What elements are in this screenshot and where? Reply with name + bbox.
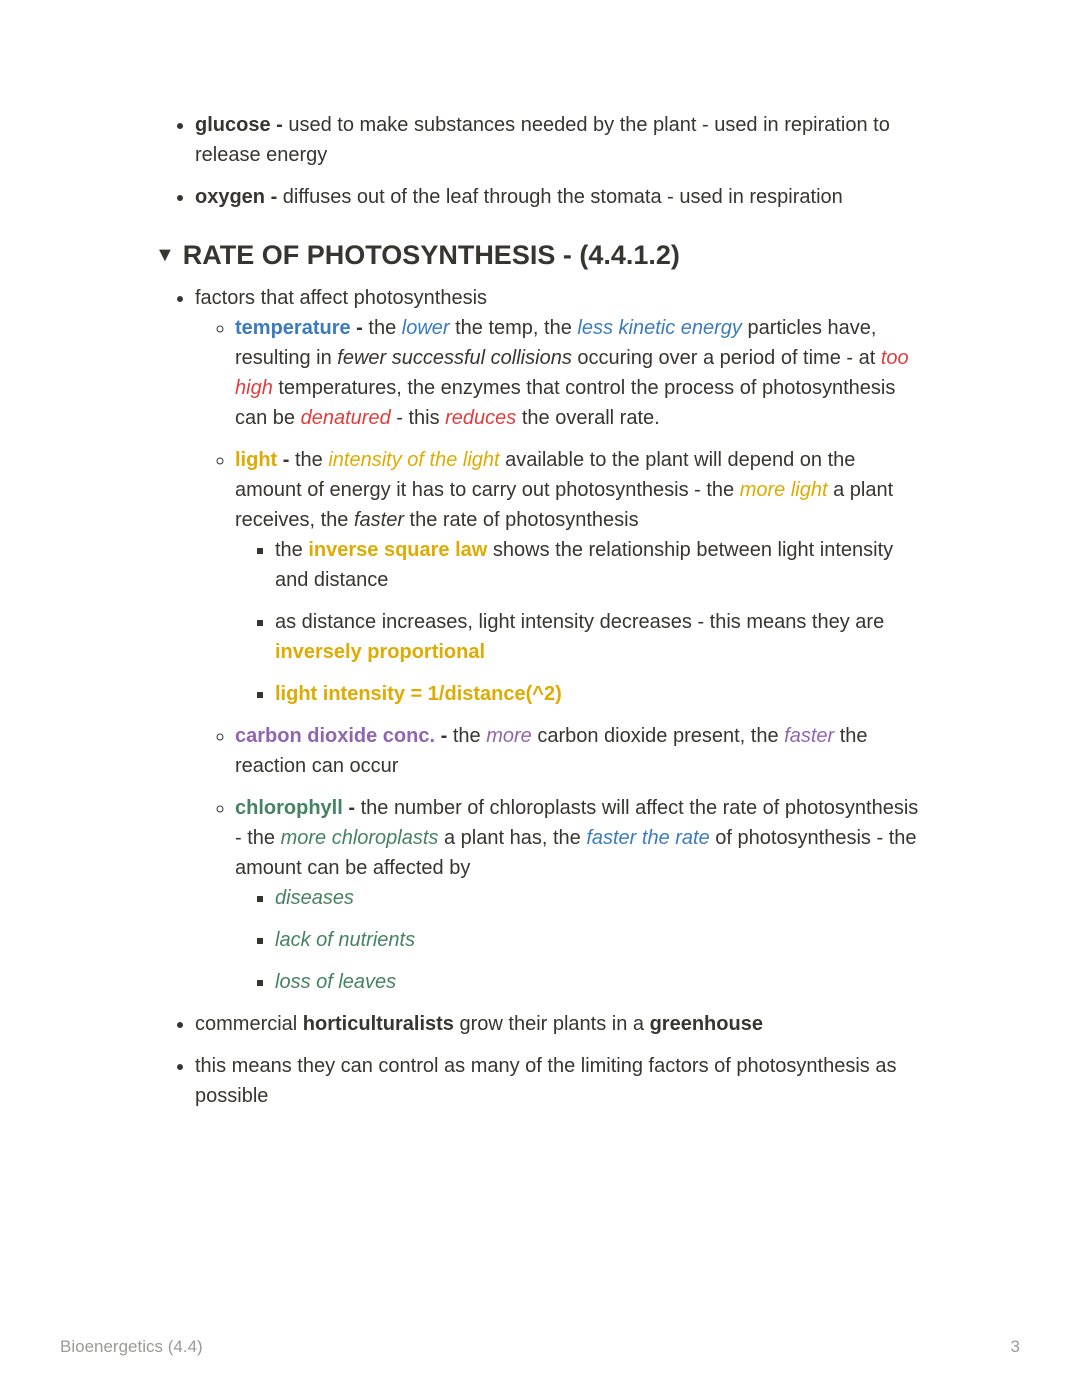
body-text: the rate of photosynthesis <box>404 509 639 531</box>
page-footer: Bioenergetics (4.4) 3 <box>60 1337 1020 1357</box>
emph: lack of nutrients <box>275 929 415 951</box>
dash: - <box>343 797 361 819</box>
emph: intensity of the light <box>328 449 499 471</box>
emph: faster <box>354 509 404 531</box>
emph: inversely proportional <box>275 641 485 663</box>
list-item-horticulturalists: commercial horticulturalists grow their … <box>195 1009 925 1039</box>
body-text: a plant has, the <box>438 827 586 849</box>
body-text: the temp, the <box>450 317 578 339</box>
body-text: the <box>368 317 401 339</box>
list-item: loss of leaves <box>275 967 925 997</box>
list-item: oxygen - diffuses out of the leaf throug… <box>195 182 925 212</box>
emph: denatured <box>301 407 391 429</box>
emph: faster the rate <box>586 827 709 849</box>
body-text: the overall rate. <box>516 407 659 429</box>
emph: lower <box>402 317 450 339</box>
intro-list: glucose - used to make substances needed… <box>155 110 925 212</box>
body-text: factors that affect photosynthesis <box>195 287 487 309</box>
list-item: diseases <box>275 883 925 913</box>
emph: more chloroplasts <box>281 827 439 849</box>
factor-label: carbon dioxide conc. <box>235 725 435 747</box>
emph: faster <box>784 725 834 747</box>
emph: fewer successful collisions <box>337 347 572 369</box>
list-item-co2: carbon dioxide conc. - the more carbon d… <box>235 721 925 781</box>
body-text: the <box>295 449 328 471</box>
factor-label: temperature <box>235 317 351 339</box>
list-item: as distance increases, light intensity d… <box>275 607 925 667</box>
term: glucose - <box>195 114 288 136</box>
body-text: this means they can control as many of t… <box>195 1055 896 1107</box>
factor-label: chlorophyll <box>235 797 343 819</box>
list-item: lack of nutrients <box>275 925 925 955</box>
term: oxygen - <box>195 186 283 208</box>
dash: - <box>435 725 453 747</box>
body-text: the <box>275 539 308 561</box>
emph: reduces <box>445 407 516 429</box>
page-number: 3 <box>1011 1337 1020 1357</box>
list-item: glucose - used to make substances needed… <box>195 110 925 170</box>
emph: more light <box>740 479 828 501</box>
light-sublist: the inverse square law shows the relatio… <box>235 535 925 709</box>
chlorophyll-sublist: diseases lack of nutrients loss of leave… <box>235 883 925 997</box>
emph: more <box>486 725 532 747</box>
emph: loss of leaves <box>275 971 396 993</box>
list-item-temperature: temperature - the lower the temp, the le… <box>235 313 925 433</box>
body-text: occuring over a period of time - at <box>572 347 881 369</box>
emph: greenhouse <box>650 1013 763 1035</box>
body-text: grow their plants in a <box>454 1013 650 1035</box>
list-item: factors that affect photosynthesis tempe… <box>195 283 925 997</box>
dash: - <box>277 449 295 471</box>
dash: - <box>351 317 369 339</box>
list-item-light: light - the intensity of the light avail… <box>235 445 925 709</box>
list-item: the inverse square law shows the relatio… <box>275 535 925 595</box>
factor-label: light <box>235 449 277 471</box>
body-text: diffuses out of the leaf through the sto… <box>283 186 843 208</box>
emph: inverse square law <box>308 539 487 561</box>
page-content: glucose - used to make substances needed… <box>0 0 1080 1111</box>
body-text: commercial <box>195 1013 303 1035</box>
body-text: as distance increases, light intensity d… <box>275 611 884 633</box>
emph: less kinetic energy <box>577 317 742 339</box>
body-text: used to make substances needed by the pl… <box>195 114 890 166</box>
footer-title: Bioenergetics (4.4) <box>60 1337 203 1357</box>
emph: diseases <box>275 887 354 909</box>
list-item-chlorophyll: chlorophyll - the number of chloroplasts… <box>235 793 925 997</box>
body-text: the <box>453 725 486 747</box>
formula: light intensity = 1/distance(^2) <box>275 683 562 705</box>
list-item: light intensity = 1/distance(^2) <box>275 679 925 709</box>
section-heading: RATE OF PHOTOSYNTHESIS - (4.4.1.2) <box>183 240 680 271</box>
factors-sublist: temperature - the lower the temp, the le… <box>195 313 925 997</box>
chevron-down-icon[interactable]: ▼ <box>155 244 175 267</box>
list-item-limiting: this means they can control as many of t… <box>195 1051 925 1111</box>
section-heading-row[interactable]: ▼ RATE OF PHOTOSYNTHESIS - (4.4.1.2) <box>155 240 925 271</box>
body-text: - this <box>391 407 445 429</box>
body-text: carbon dioxide present, the <box>532 725 784 747</box>
emph: horticulturalists <box>303 1013 454 1035</box>
factors-list: factors that affect photosynthesis tempe… <box>155 283 925 1111</box>
